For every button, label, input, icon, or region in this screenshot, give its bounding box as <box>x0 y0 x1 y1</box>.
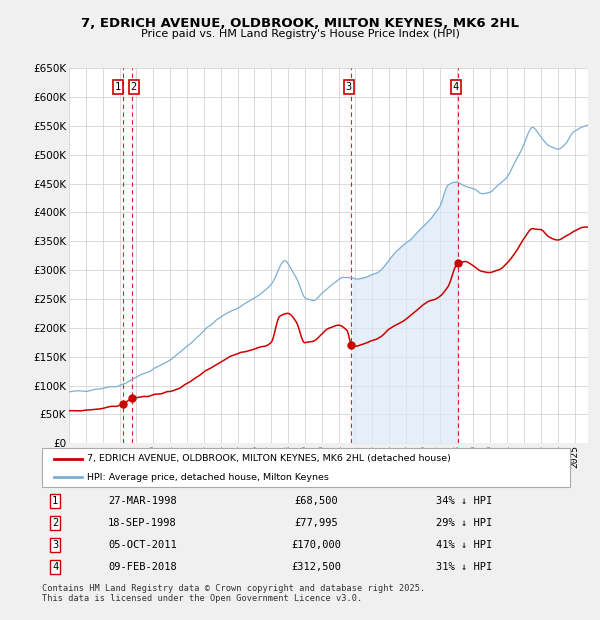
Text: HPI: Average price, detached house, Milton Keynes: HPI: Average price, detached house, Milt… <box>87 472 329 482</box>
Text: Contains HM Land Registry data © Crown copyright and database right 2025.
This d: Contains HM Land Registry data © Crown c… <box>42 584 425 603</box>
Text: £170,000: £170,000 <box>292 540 341 550</box>
Text: 27-MAR-1998: 27-MAR-1998 <box>108 496 176 506</box>
Text: 2: 2 <box>130 82 137 92</box>
Text: 41% ↓ HPI: 41% ↓ HPI <box>436 540 493 550</box>
Text: 09-FEB-2018: 09-FEB-2018 <box>108 562 176 572</box>
Text: 3: 3 <box>52 540 58 550</box>
Text: 2: 2 <box>52 518 58 528</box>
Text: 05-OCT-2011: 05-OCT-2011 <box>108 540 176 550</box>
Text: 34% ↓ HPI: 34% ↓ HPI <box>436 496 493 506</box>
Text: 7, EDRICH AVENUE, OLDBROOK, MILTON KEYNES, MK6 2HL (detached house): 7, EDRICH AVENUE, OLDBROOK, MILTON KEYNE… <box>87 454 451 463</box>
Text: 29% ↓ HPI: 29% ↓ HPI <box>436 518 493 528</box>
Text: 4: 4 <box>52 562 58 572</box>
Text: £312,500: £312,500 <box>292 562 341 572</box>
Text: 1: 1 <box>52 496 58 506</box>
Text: 1: 1 <box>115 82 121 92</box>
Text: £68,500: £68,500 <box>295 496 338 506</box>
Text: 3: 3 <box>346 82 352 92</box>
Text: 7, EDRICH AVENUE, OLDBROOK, MILTON KEYNES, MK6 2HL: 7, EDRICH AVENUE, OLDBROOK, MILTON KEYNE… <box>81 17 519 30</box>
Text: Price paid vs. HM Land Registry's House Price Index (HPI): Price paid vs. HM Land Registry's House … <box>140 29 460 39</box>
Text: 18-SEP-1998: 18-SEP-1998 <box>108 518 176 528</box>
Text: 4: 4 <box>453 82 459 92</box>
Text: 31% ↓ HPI: 31% ↓ HPI <box>436 562 493 572</box>
FancyBboxPatch shape <box>42 448 570 487</box>
Text: £77,995: £77,995 <box>295 518 338 528</box>
